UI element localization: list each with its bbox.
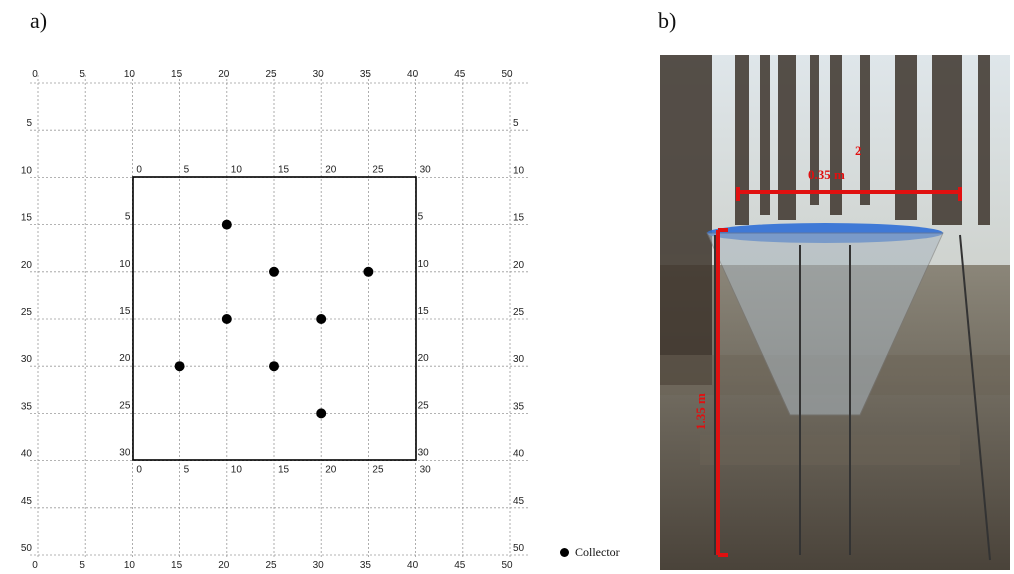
inner-tick-left: 10 [119,259,131,270]
outer-tick-left: 25 [21,307,33,318]
outer-tick-bottom: 20 [218,560,230,571]
inner-tick-left: 15 [119,306,131,317]
outer-tick-left: 50 [21,543,33,554]
legend: Collector [560,545,620,560]
inner-tick-left: 5 [125,212,131,223]
inner-tick-bottom: 20 [325,465,337,476]
outer-tick-left: 35 [21,401,33,412]
collector-points [174,219,374,419]
inner-tick-right: 25 [418,400,430,411]
collector-legend-marker [560,548,569,557]
outer-tick-bottom: 0 [32,560,38,571]
collector-point [269,361,279,372]
inner-tick-bottom: 0 [136,465,142,476]
outer-tick-bottom: 10 [124,560,136,571]
outer-axis-ticks: 0055101015152020252530303535404045455050… [21,69,525,571]
grid-lines [30,75,530,559]
outer-tick-left: 30 [21,354,33,365]
panel-b-label: b) [658,8,677,33]
inner-tick-top: 5 [184,164,190,175]
tree-trunks [660,55,990,385]
inner-tick-right: 20 [418,353,430,364]
outer-tick-top: 30 [313,69,325,80]
outer-tick-bottom: 35 [360,560,372,571]
collector-point [316,408,327,419]
outer-tick-top: 40 [407,69,419,80]
outer-tick-left: 5 [26,118,32,129]
outer-tick-right: 30 [513,354,525,365]
outer-tick-top: 10 [124,69,136,80]
outer-tick-right: 45 [513,496,525,507]
outer-tick-bottom: 45 [454,560,466,571]
inner-tick-top: 30 [420,164,432,175]
inner-tick-right: 5 [418,212,424,223]
collector-point [363,266,374,277]
outer-tick-bottom: 15 [171,560,183,571]
collector-trap [706,223,991,561]
outer-tick-top: 15 [171,69,183,80]
inner-plot-boundary [132,176,417,461]
height-label: 1.35 m [693,393,708,430]
inner-tick-top: 20 [325,164,337,175]
inner-tick-left: 30 [119,448,131,459]
inner-tick-bottom: 15 [278,465,290,476]
collector-point [174,361,185,372]
outer-tick-left: 20 [21,260,33,271]
panel-a-label: a) [30,8,48,33]
inner-tick-top: 15 [278,164,290,175]
outer-tick-left: 10 [21,165,33,176]
outer-tick-right: 50 [513,543,525,554]
litter-trap-photo: 0.35 m 2 1.35 m [660,55,1010,570]
legend-label: Collector [575,545,620,559]
outer-tick-right: 25 [513,307,525,318]
collector-point [316,314,327,324]
outer-tick-right: 5 [513,118,519,129]
height-dimension-marker [716,228,728,557]
inner-tick-bottom: 5 [184,465,190,476]
width-dimension-marker [736,187,962,201]
outer-tick-bottom: 50 [501,560,513,571]
inner-axis-ticks: 0 0 5 5 10 10 15 15 20 20 25 25 30 30 5 5 10 10 15 15 20 20 25… [119,164,431,475]
outer-tick-left: 15 [21,213,33,224]
inner-tick-left: 20 [119,353,131,364]
inner-tick-top: 25 [372,164,384,175]
outer-tick-top: 50 [501,69,513,80]
outer-tick-top: 0 [32,69,38,80]
outer-tick-top: 25 [265,69,277,80]
collector-point [221,219,232,230]
outer-tick-right: 20 [513,260,525,271]
outer-tick-right: 15 [513,213,525,224]
outer-tick-bottom: 40 [407,560,419,571]
inner-tick-bottom: 10 [231,465,243,476]
outer-tick-right: 35 [513,401,525,412]
inner-tick-top: 0 [136,164,142,175]
collector-point [221,314,232,324]
collector-point [269,266,279,277]
outer-tick-top: 35 [360,69,372,80]
inner-tick-right: 10 [418,259,430,270]
width-label: 0.35 m [808,167,845,182]
inner-tick-right: 15 [418,306,430,317]
outer-tick-left: 45 [21,496,33,507]
outer-tick-right: 10 [513,165,525,176]
outer-tick-left: 40 [21,449,33,460]
width-superscript: 2 [855,143,862,158]
sampling-grid-diagram: 0055101015152020252530303535404045455050… [21,69,530,571]
inner-tick-bottom: 25 [372,465,384,476]
inner-tick-right: 30 [418,448,430,459]
outer-tick-top: 5 [79,69,85,80]
outer-tick-top: 45 [454,69,466,80]
outer-tick-top: 20 [218,69,230,80]
inner-tick-top: 10 [231,164,243,175]
inner-tick-left: 25 [119,400,131,411]
outer-tick-bottom: 25 [265,560,277,571]
outer-tick-bottom: 30 [313,560,325,571]
inner-tick-bottom: 30 [420,465,432,476]
outer-tick-bottom: 5 [79,560,85,571]
outer-tick-right: 40 [513,449,525,460]
